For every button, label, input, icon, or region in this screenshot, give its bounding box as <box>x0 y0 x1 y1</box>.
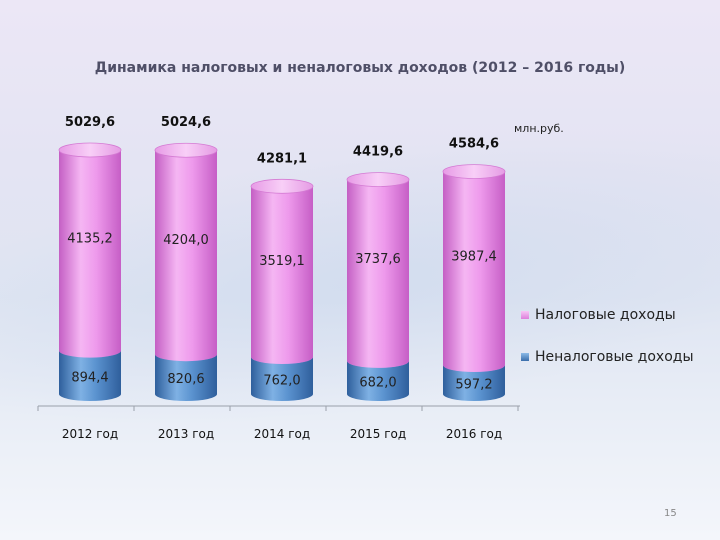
bar-tax <box>59 150 121 358</box>
nontax-value-label: 820,6 <box>167 372 204 387</box>
legend-swatch-nontax <box>521 353 529 361</box>
tax-value-label: 3987,4 <box>451 250 497 265</box>
bar-tax <box>251 186 313 365</box>
x-tick-label: 2013 год <box>158 427 214 441</box>
chart-title: Динамика налоговых и неналоговых доходов… <box>94 60 626 76</box>
bar-nontax <box>347 360 409 401</box>
total-value-label: 5024,6 <box>161 115 211 130</box>
x-tick-label: 2014 год <box>254 427 310 441</box>
bar-tax-top <box>250 178 314 194</box>
tax-value-label: 4135,2 <box>67 231 113 246</box>
bar-nontax <box>59 350 121 401</box>
nontax-value-label: 894,4 <box>71 370 108 385</box>
nontax-value-label: 597,2 <box>455 378 492 393</box>
bar-tax <box>347 179 409 368</box>
legend-label-nontax: Неналоговые доходы <box>535 349 694 365</box>
total-value-label: 4281,1 <box>257 151 307 166</box>
bar-nontax <box>155 354 217 401</box>
legend-swatch-tax <box>521 311 529 319</box>
legend-label-tax: Налоговые доходы <box>535 307 676 323</box>
x-tick-label: 2016 год <box>446 427 502 441</box>
nontax-value-label: 762,0 <box>263 374 300 389</box>
bar-tax <box>443 171 505 373</box>
x-tick-label: 2012 год <box>62 427 118 441</box>
total-value-label: 4584,6 <box>449 137 499 152</box>
tax-value-label: 3737,6 <box>355 252 401 267</box>
bar-tax-top <box>58 142 122 158</box>
bar-tax-top <box>346 172 410 187</box>
bar-tax-top <box>154 142 218 158</box>
nontax-value-label: 682,0 <box>359 375 396 390</box>
page-number: 15 <box>664 508 677 519</box>
total-value-label: 4419,6 <box>353 145 403 160</box>
bar-tax-top <box>442 164 506 179</box>
tax-value-label: 3519,1 <box>259 254 305 269</box>
bar-tax <box>155 150 217 362</box>
tax-value-label: 4204,0 <box>163 233 209 248</box>
bar-nontax <box>443 365 505 401</box>
bar-nontax <box>251 357 313 401</box>
unit-label: млн.руб. <box>514 122 564 135</box>
x-tick-label: 2015 год <box>350 427 406 441</box>
total-value-label: 5029,6 <box>65 115 115 130</box>
